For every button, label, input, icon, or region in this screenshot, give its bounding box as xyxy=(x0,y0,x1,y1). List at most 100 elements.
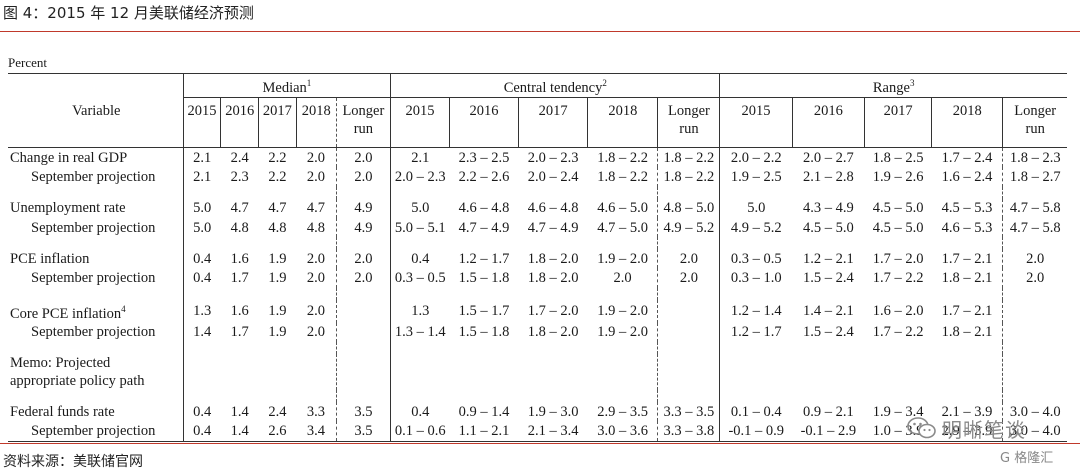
central-value-cell: 3.3 – 3.8 xyxy=(657,421,721,442)
central-value-cell: 2.9 – 3.5 xyxy=(587,401,659,422)
year-header: 2017 xyxy=(518,97,589,148)
central-value-cell: 1.7 – 2.0 xyxy=(527,303,579,320)
range-value-cell: 1.5 – 2.4 xyxy=(802,270,854,287)
source-note: 资料来源：美联储官网 xyxy=(3,454,143,470)
central-value-cell: 1.8 – 2.0 xyxy=(527,324,579,341)
year-header: 2017 xyxy=(258,97,297,148)
range-value-cell xyxy=(792,390,864,402)
median-value-cell: 4.8 xyxy=(268,219,287,236)
median-value-cell xyxy=(259,390,297,402)
range-value-cell: 4.6 – 5.3 xyxy=(931,217,1004,238)
range-value-cell xyxy=(792,288,864,300)
central-value-cell xyxy=(587,186,659,199)
variable-cell: PCE inflation xyxy=(8,249,184,269)
central-value-cell xyxy=(587,237,659,250)
central-value-cell xyxy=(657,237,721,250)
range-value-cell xyxy=(720,288,792,300)
year-header: 2015 xyxy=(719,97,793,148)
longer-run-line1: Longer xyxy=(667,103,710,119)
range-value-cell: 4.9 – 5.2 xyxy=(730,219,782,236)
median-value-cell xyxy=(336,186,392,199)
range-value-cell: 1.8 – 2.7 xyxy=(1009,168,1061,185)
year-header: 2018 xyxy=(931,97,1004,148)
median-value-cell xyxy=(336,389,392,402)
median-value-cell: 2.0 xyxy=(336,268,392,288)
central-value-cell: 2.0 – 2.3 xyxy=(527,149,579,166)
range-value-cell: 2.0 – 2.2 xyxy=(730,149,782,166)
range-value-cell: 1.2 – 1.7 xyxy=(730,324,782,341)
variable-cell: September projection xyxy=(8,268,184,288)
central-value-cell: 1.8 – 2.2 xyxy=(587,147,659,168)
group-range-note: 3 xyxy=(909,78,915,89)
central-value-cell: 4.7 – 4.9 xyxy=(527,219,579,236)
range-value-cell xyxy=(1003,354,1067,390)
year-header: 2017 xyxy=(864,97,933,148)
median-value-cell: 4.7 xyxy=(230,200,249,217)
range-value-cell xyxy=(865,187,932,199)
median-value-cell: 1.9 xyxy=(268,324,287,341)
table-row: September projection 5.0 4.8 4.8 4.8 4.9 5.0 –… xyxy=(8,217,1067,238)
table-body: Change in real GDP 2.1 2.4 2.2 2.0 2.0 2.1 2.3 … xyxy=(8,147,1067,442)
range-value-cell: 0.9 – 2.1 xyxy=(802,403,854,420)
range-value-cell: 4.5 – 5.0 xyxy=(802,219,854,236)
longer-run-line2: run xyxy=(1025,121,1045,137)
central-value-cell: 1.5 – 1.8 xyxy=(458,270,510,287)
central-value-cell: 1.2 – 1.7 xyxy=(458,250,510,267)
variable-cell xyxy=(8,341,184,354)
median-value-cell: 5.0 xyxy=(193,200,212,217)
range-value-cell xyxy=(1003,237,1067,249)
range-value-cell xyxy=(1003,288,1067,300)
range-value-cell: 1.9 – 2.6 xyxy=(872,168,924,185)
central-value-cell xyxy=(449,288,518,300)
range-value-cell: 3.0 – 4.0 xyxy=(1002,421,1067,442)
watermark: 明晰笔谈 G 格隆汇 xyxy=(906,414,1076,472)
range-value-cell xyxy=(865,354,932,390)
range-value-cell xyxy=(720,354,792,390)
row-label: September projection xyxy=(31,270,156,287)
median-value-cell xyxy=(336,353,392,390)
range-value-cell: 4.5 – 5.3 xyxy=(931,198,1004,218)
range-value-cell xyxy=(865,390,932,402)
median-value-cell: 2.6 xyxy=(258,421,297,442)
central-value-cell: 1.8 – 2.2 xyxy=(657,147,721,168)
range-value-cell xyxy=(865,342,932,354)
central-value-cell xyxy=(391,187,450,199)
group-median-label: Median xyxy=(262,80,307,96)
variable-cell: Memo: Projected appropriate policy path xyxy=(8,353,184,390)
table-row: Unemployment rate 5.0 4.7 4.7 4.7 4.9 5.0 4.6 –… xyxy=(8,198,1067,218)
central-value-cell xyxy=(519,288,588,300)
central-value-cell xyxy=(391,237,450,249)
range-value-cell xyxy=(792,187,864,199)
median-value-cell: 3.4 xyxy=(296,421,337,442)
row-label: Federal funds rate xyxy=(10,403,115,420)
table-row: September projection 2.1 2.3 2.2 2.0 2.0 2.0 –… xyxy=(8,167,1067,187)
range-value-cell xyxy=(865,288,932,300)
range-value-cell: 1.0 – 3.9 xyxy=(864,421,932,442)
row-label: September projection xyxy=(31,219,156,236)
spacer-row xyxy=(8,237,1067,250)
year-header: 2016 xyxy=(220,97,260,148)
row-label: Change in real GDP xyxy=(10,149,128,166)
range-value-cell: 1.8 – 2.5 xyxy=(872,149,924,166)
longer-run-line1: Longer xyxy=(1014,103,1057,119)
central-value-cell: 3.0 – 3.6 xyxy=(587,421,659,442)
variable-header-label: Variable xyxy=(72,102,121,119)
central-value-cell xyxy=(657,186,721,199)
median-value-cell: 0.4 xyxy=(193,270,212,287)
central-value-cell: 2.0 – 2.4 xyxy=(527,168,579,185)
median-value-cell xyxy=(221,390,259,402)
central-value-cell: 1.9 – 3.0 xyxy=(527,403,579,420)
median-value-cell: 2.2 xyxy=(268,168,287,185)
median-value-cell: 4.8 xyxy=(296,217,337,238)
median-value-cell: 2.1 xyxy=(193,168,212,185)
central-value-cell: 5.0 xyxy=(411,200,430,217)
range-value-cell xyxy=(720,342,792,354)
range-value-cell: 4.7 – 5.8 xyxy=(1009,200,1061,217)
median-value-cell xyxy=(183,237,221,249)
central-value-cell: 2.1 – 3.4 xyxy=(518,421,588,442)
group-range-label: Range xyxy=(872,80,910,96)
table-row: PCE inflation 0.4 1.6 1.9 2.0 2.0 0.4 1.2 – 1.7… xyxy=(8,249,1067,269)
variable-cell: September projection xyxy=(8,322,184,342)
central-value-cell xyxy=(657,389,721,402)
longer-run-header: Longer run xyxy=(657,97,721,148)
